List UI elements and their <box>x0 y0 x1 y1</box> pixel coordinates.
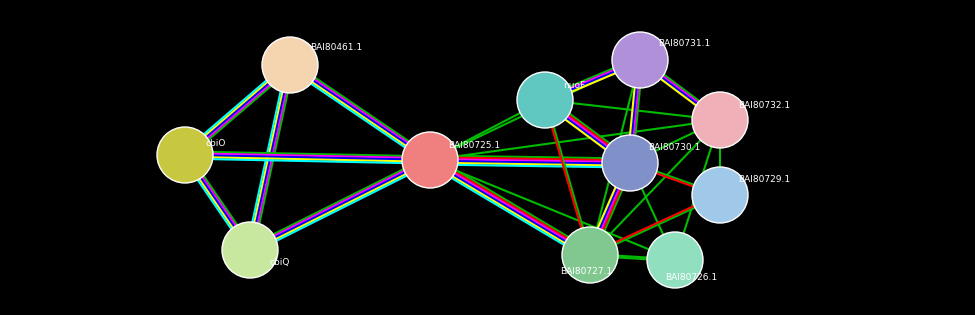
Text: cbiO: cbiO <box>205 139 225 147</box>
Text: BAI80725.1: BAI80725.1 <box>448 140 500 150</box>
Circle shape <box>262 37 318 93</box>
Text: cbiQ: cbiQ <box>270 259 291 267</box>
Circle shape <box>692 92 748 148</box>
Circle shape <box>602 135 658 191</box>
Text: BAI80732.1: BAI80732.1 <box>738 100 790 110</box>
Text: BAI80727.1: BAI80727.1 <box>560 267 612 277</box>
Circle shape <box>517 72 573 128</box>
Text: BAI80729.1: BAI80729.1 <box>738 175 790 185</box>
Circle shape <box>647 232 703 288</box>
Circle shape <box>402 132 458 188</box>
Text: BAI80730.1: BAI80730.1 <box>648 144 700 152</box>
Text: nuoF: nuoF <box>563 81 585 89</box>
Text: BAI80726.1: BAI80726.1 <box>665 272 718 282</box>
Circle shape <box>562 227 618 283</box>
Text: BAI80731.1: BAI80731.1 <box>658 38 710 48</box>
Text: BAI80461.1: BAI80461.1 <box>310 43 362 53</box>
Circle shape <box>157 127 213 183</box>
Circle shape <box>692 167 748 223</box>
Circle shape <box>222 222 278 278</box>
Circle shape <box>612 32 668 88</box>
